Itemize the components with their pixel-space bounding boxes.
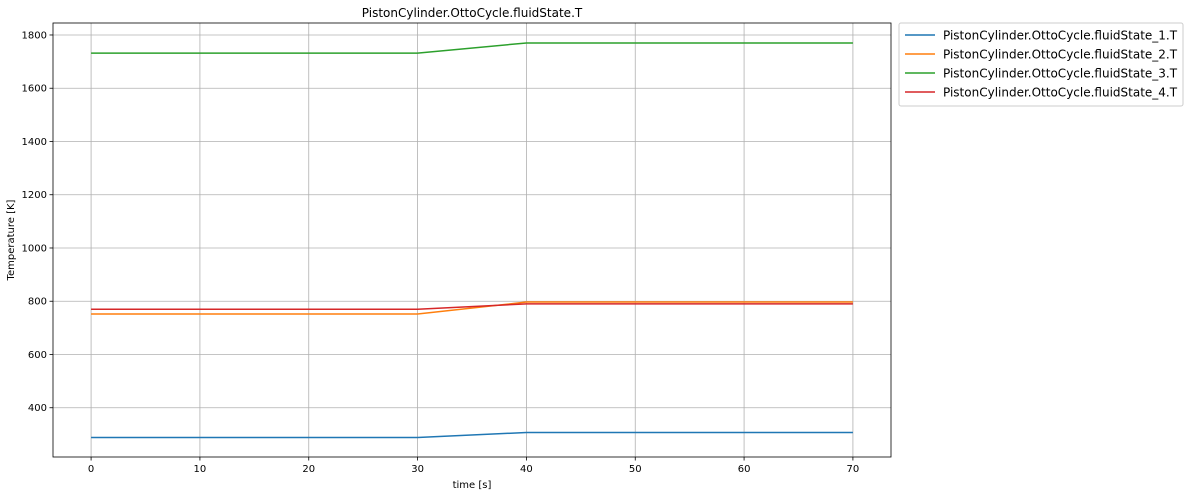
y-axis: 400 600 800 1000 1200 1400 1600 1800 — [22, 30, 53, 414]
x-tick-label: 70 — [847, 464, 860, 475]
legend-frame — [898, 22, 1184, 107]
y-axis-label: Temperature [K] — [6, 199, 17, 281]
series-lines — [91, 42, 853, 439]
x-tick-label: 50 — [629, 464, 642, 475]
y-tick-label: 600 — [28, 350, 47, 361]
x-tick-label: 30 — [411, 464, 424, 475]
series-line-3 — [91, 42, 853, 54]
grid — [53, 23, 891, 457]
plot-frame — [52, 22, 892, 458]
series-line-4 — [91, 303, 853, 310]
series-line-1 — [91, 431, 853, 439]
y-tick-label: 1400 — [22, 137, 47, 148]
y-tick-label: 800 — [28, 297, 47, 308]
x-tick-label: 40 — [520, 464, 533, 475]
y-tick-label: 1600 — [22, 84, 47, 95]
legend-label-2: PistonCylinder.OttoCycle.fluidState_2.T — [943, 48, 1178, 62]
legend: PistonCylinder.OttoCycle.fluidState_1.T P… — [898, 22, 1184, 107]
x-tick-label: 60 — [738, 464, 751, 475]
x-axis: 0 10 20 30 40 50 60 70 — [88, 457, 859, 475]
legend-label-1: PistonCylinder.OttoCycle.fluidState_1.T — [943, 29, 1178, 43]
x-tick-label: 20 — [302, 464, 315, 475]
y-tick-label: 1000 — [22, 243, 47, 254]
y-tick-label: 1200 — [22, 190, 47, 201]
x-tick-label: 10 — [194, 464, 207, 475]
legend-label-4: PistonCylinder.OttoCycle.fluidState_4.T — [943, 86, 1178, 100]
x-tick-label: 0 — [88, 464, 94, 475]
y-tick-label: 400 — [28, 403, 47, 414]
y-tick-label: 1800 — [22, 30, 47, 41]
series-line-2 — [91, 301, 853, 315]
x-axis-label: time [s] — [453, 480, 492, 491]
chart-title: PistonCylinder.OttoCycle.fluidState.T — [362, 6, 583, 20]
legend-label-3: PistonCylinder.OttoCycle.fluidState_3.T — [943, 67, 1178, 81]
